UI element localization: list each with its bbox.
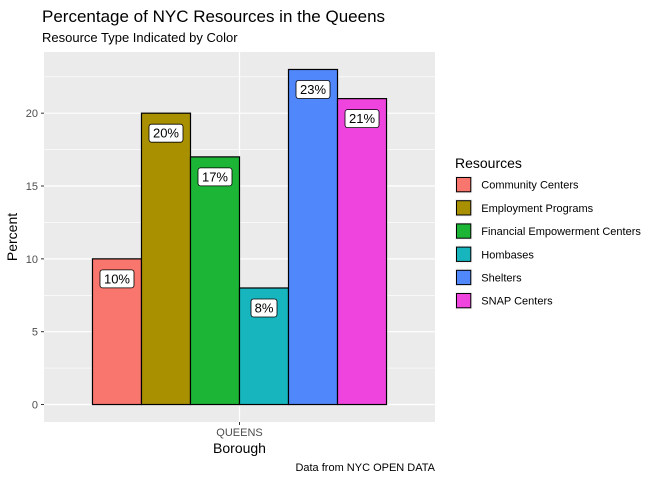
legend-key <box>456 269 472 286</box>
data-label-box <box>295 80 331 99</box>
data-label-box <box>99 269 135 289</box>
legend-label: SNAP Centers <box>481 296 553 308</box>
chart-subtitle: Resource Type Indicated by Color <box>42 30 238 45</box>
legend-key <box>456 293 472 309</box>
y-axis-title: Percent <box>4 213 20 261</box>
legend-title: Resources <box>455 155 522 171</box>
x-tick-label: QUEENS <box>216 427 262 439</box>
x-axis-title: Borough <box>213 440 266 456</box>
chart-title: Percentage of NYC Resources in the Queen… <box>42 7 385 26</box>
data-label: 8% <box>255 300 274 315</box>
data-label-box <box>250 298 278 318</box>
data-label: 21% <box>349 111 375 126</box>
y-tick-label: 5 <box>32 327 38 339</box>
y-axis-ticks: 0 5 10 15 20 <box>26 108 44 412</box>
y-tick-label: 10 <box>26 254 38 266</box>
y-tick-label: 15 <box>26 181 38 193</box>
legend-label: Financial Empowerment Centers <box>481 226 641 238</box>
legend-label: Employment Programs <box>481 203 593 215</box>
data-label-box <box>344 109 380 129</box>
legend-key <box>456 177 472 193</box>
legend: Resources Community Centers Employment Pr… <box>455 155 641 310</box>
legend-label: Community Centers <box>481 180 579 192</box>
bar-snap-centers <box>336 98 388 406</box>
legend-key <box>456 200 472 216</box>
data-label: 23% <box>300 82 326 97</box>
data-label-box <box>197 167 233 187</box>
data-label-box <box>148 123 184 143</box>
legend-label: Shelters <box>481 272 522 284</box>
bar-employment-programs <box>140 112 192 406</box>
data-label: 17% <box>202 169 228 184</box>
bar-shelters <box>287 68 339 406</box>
data-label: 10% <box>104 271 130 286</box>
chart-caption: Data from NYC OPEN DATA <box>295 462 435 474</box>
y-tick-label: 0 <box>32 400 38 412</box>
data-labels: 10% 20% 17% 8% 23% 21% <box>99 80 380 318</box>
bar-financial-empowerment-centers <box>189 156 241 406</box>
bars <box>91 68 388 406</box>
legend-key <box>456 223 472 239</box>
legend-label: Hombases <box>481 249 534 261</box>
legend-key <box>456 246 472 262</box>
y-tick-label: 20 <box>26 108 38 120</box>
data-label: 20% <box>153 126 179 141</box>
x-axis-ticks: QUEENS <box>216 422 263 439</box>
